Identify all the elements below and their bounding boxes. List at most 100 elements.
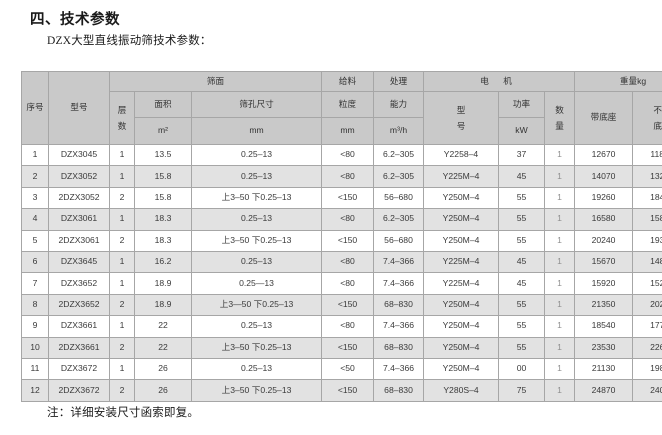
table-caption: DZX大型直线振动筛技术参数：	[47, 35, 212, 47]
header-capacity-top: 处理	[373, 71, 425, 92]
cell-motor-power: 00	[498, 357, 546, 381]
header-capacity-unit: m³/h	[373, 117, 425, 145]
header-index-label: 序号	[26, 102, 44, 113]
cell-aperture: 上3–50 下0.25–13	[190, 229, 323, 252]
cell-weight-without-base: 13280	[632, 165, 662, 188]
cell-area: 26	[134, 379, 192, 402]
cell-weight-without-base: 19300	[632, 229, 662, 252]
cell-capacity: 68–830	[373, 336, 425, 359]
cell-capacity: 7.4–366	[373, 250, 425, 274]
header-feed-size-mid: 粒度	[321, 91, 375, 118]
cell-area: 22	[134, 315, 192, 338]
cell-model: DZX3045	[48, 143, 110, 167]
header-motor-model-line2: 号	[456, 121, 466, 131]
header-group-screen-surface: 筛面	[108, 71, 323, 92]
table-row: 5 2DZX3061 2 18.3 上3–50 下0.25–13 <150 56–680 Y2…	[21, 229, 662, 252]
header-feed-size-top: 给料	[321, 71, 375, 92]
cell-area: 18.9	[134, 272, 192, 295]
header-aperture: 筛孔尺寸	[190, 91, 323, 118]
cell-aperture: 上3–50 下0.25–13	[190, 379, 323, 402]
cell-motor-power: 37	[498, 143, 546, 167]
cell-motor-model: Y280S–4	[423, 379, 500, 402]
header-layers-line2: 数	[117, 121, 127, 131]
cell-weight-with-base: 24870	[574, 379, 634, 402]
table-row: 10 2DZX3661 2 22 上3–50 下0.25–13 <150 68–830 Y25…	[21, 336, 662, 359]
cell-capacity: 7.4–366	[373, 315, 425, 338]
cell-index: 2	[21, 165, 49, 188]
cell-aperture: 0.25–13	[190, 165, 323, 188]
cell-aperture: 上3—50 下0.25–13	[190, 293, 323, 317]
cell-index: 6	[21, 250, 49, 274]
header-model: 型号	[48, 71, 110, 145]
header-motor-power-unit: kW	[498, 117, 546, 145]
cell-layers: 1	[109, 315, 135, 338]
cell-layers: 1	[109, 208, 135, 231]
cell-motor-qty: 1	[544, 186, 576, 210]
header-weight-without-base-line2: 底座	[653, 121, 662, 131]
header-capacity-mid: 能力	[373, 91, 425, 118]
cell-model: DZX3061	[48, 208, 110, 231]
cell-motor-power: 55	[498, 293, 546, 317]
cell-motor-model: Y250M–4	[423, 293, 500, 317]
header-index: 序号	[21, 71, 49, 145]
cell-motor-qty: 1	[544, 293, 576, 317]
cell-feed-size: <80	[321, 208, 375, 231]
cell-aperture: 上3–50 下0.25–13	[190, 336, 323, 359]
cell-weight-with-base: 21130	[574, 357, 634, 381]
cell-feed-size: <80	[321, 250, 375, 274]
cell-model: 2DZX3061	[48, 229, 110, 252]
table-row: 8 2DZX3652 2 18.9 上3—50 下0.25–13 <150 68–830 Y2…	[21, 293, 662, 317]
cell-weight-without-base: 18450	[632, 186, 662, 210]
cell-weight-without-base: 20240	[632, 293, 662, 317]
header-area-unit: m²	[134, 117, 192, 145]
cell-model: 2DZX3652	[48, 293, 110, 317]
cell-area: 18.9	[134, 293, 192, 317]
table-row: 1 DZX3045 1 13.5 0.25–13 <80 6.2–305 Y2258–4 37 1…	[21, 143, 662, 167]
header-group-weight: 重量kg	[574, 71, 662, 92]
cell-aperture: 0.25–13	[190, 315, 323, 338]
cell-index: 5	[21, 229, 49, 252]
cell-motor-qty: 1	[544, 272, 576, 295]
cell-layers: 1	[109, 250, 135, 274]
header-weight-with-base: 带底座	[574, 91, 634, 145]
header-motor-qty: 数 量	[544, 91, 576, 145]
cell-area: 15.8	[134, 165, 192, 188]
cell-capacity: 6.2–305	[373, 165, 425, 188]
cell-motor-model: Y250M–4	[423, 315, 500, 338]
cell-capacity: 68–830	[373, 293, 425, 317]
cell-weight-with-base: 16580	[574, 208, 634, 231]
cell-motor-model: Y225M–4	[423, 272, 500, 295]
cell-layers: 2	[109, 186, 135, 210]
cell-weight-with-base: 20240	[574, 229, 634, 252]
header-motor-model-line1: 型	[456, 104, 466, 115]
header-feed-size-unit: mm	[321, 117, 375, 145]
cell-capacity: 7.4–366	[373, 272, 425, 295]
cell-feed-size: <150	[321, 379, 375, 402]
cell-motor-power: 55	[498, 229, 546, 252]
cell-aperture: 0.25–13	[190, 208, 323, 231]
cell-area: 18.3	[134, 208, 192, 231]
cell-motor-qty: 1	[544, 143, 576, 167]
table-body: 1 DZX3045 1 13.5 0.25–13 <80 6.2–305 Y2258–4 37 1…	[21, 143, 662, 402]
cell-area: 18.3	[134, 229, 192, 252]
cell-area: 16.2	[134, 250, 192, 274]
cell-weight-without-base: 14860	[632, 250, 662, 274]
cell-area: 22	[134, 336, 192, 359]
cell-capacity: 7.4–366	[373, 357, 425, 381]
cell-motor-power: 75	[498, 379, 546, 402]
header-motor-qty-line2: 量	[555, 121, 564, 131]
header-weight-without-base-line1: 不带	[653, 104, 662, 115]
cell-motor-model: Y250M–4	[423, 229, 500, 252]
cell-aperture: 上3–50 下0.25–13	[190, 186, 323, 210]
footer-note: 注：详细安装尺寸函索即复。	[47, 407, 200, 419]
cell-aperture: 0.25–13	[190, 357, 323, 381]
cell-motor-power: 45	[498, 272, 546, 295]
cell-layers: 1	[109, 357, 135, 381]
cell-motor-power: 55	[498, 315, 546, 338]
cell-motor-power: 45	[498, 250, 546, 274]
cell-model: DZX3052	[48, 165, 110, 188]
table-row: 6 DZX3645 1 16.2 0.25–13 <80 7.4–366 Y225M–4 45 1…	[21, 250, 662, 274]
cell-feed-size: <150	[321, 336, 375, 359]
cell-index: 10	[21, 336, 49, 359]
